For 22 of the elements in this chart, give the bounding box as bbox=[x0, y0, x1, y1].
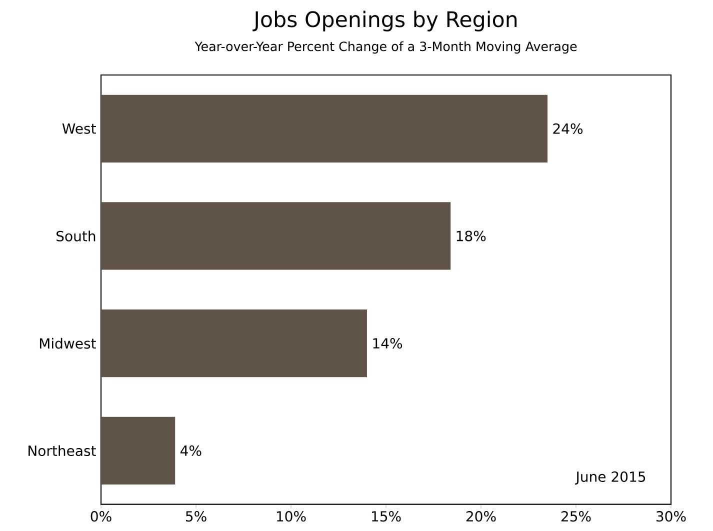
data-label: 24% bbox=[553, 123, 583, 134]
data-label: 4% bbox=[180, 445, 202, 456]
x-tick-label: 5% bbox=[186, 511, 206, 522]
chart-subtitle: Year-over-Year Percent Change of a 3-Month Moving Average bbox=[194, 41, 577, 54]
y-tick-label: Midwest bbox=[40, 338, 96, 349]
x-tick-label: 20% bbox=[466, 511, 496, 522]
bar bbox=[101, 310, 368, 378]
x-tick-label: 25% bbox=[561, 511, 591, 522]
bar bbox=[101, 94, 548, 162]
y-tick-label: West bbox=[62, 123, 96, 134]
annotation: June 2015 bbox=[575, 471, 646, 485]
bar bbox=[101, 416, 176, 484]
bar bbox=[101, 202, 451, 270]
x-tick-label: 15% bbox=[372, 511, 401, 522]
data-label: 14% bbox=[373, 338, 402, 349]
y-tick-label: South bbox=[56, 230, 96, 242]
x-tick-label: 30% bbox=[656, 511, 686, 522]
y-tick-label: Northeast bbox=[28, 445, 96, 456]
chart-title: Jobs Openings by Region bbox=[252, 10, 517, 32]
x-tick-label: 0% bbox=[90, 511, 112, 522]
x-tick-label: 10% bbox=[276, 511, 306, 522]
data-label: 18% bbox=[456, 230, 486, 242]
